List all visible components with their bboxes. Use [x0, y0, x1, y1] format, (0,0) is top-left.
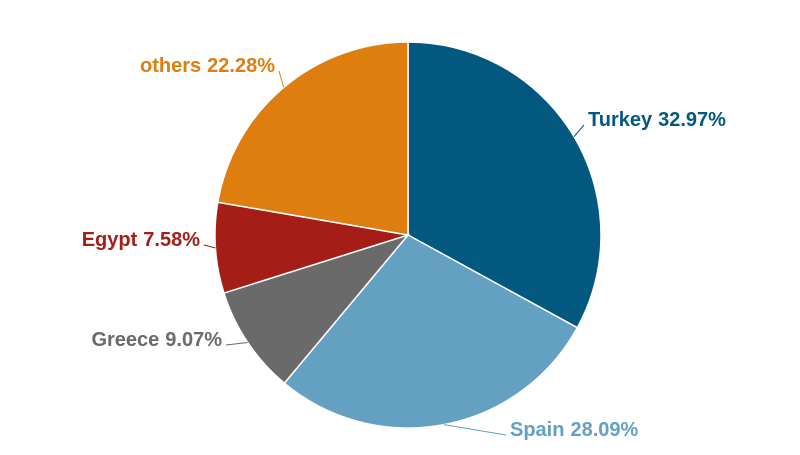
leader-line: [203, 244, 216, 249]
slice-label: Egypt 7.58%: [82, 229, 200, 251]
leader-line: [443, 424, 507, 436]
slice-label: others 22.28%: [140, 55, 275, 77]
slice-name: Greece: [91, 329, 159, 351]
slice-value: 28.09%: [570, 419, 638, 441]
slice-label: Spain 28.09%: [510, 419, 639, 441]
pie-slice: [216, 41, 409, 236]
slice-label: Turkey 32.97%: [588, 109, 726, 131]
slice-name: Egypt: [82, 229, 138, 251]
slice-name: Spain: [510, 419, 564, 441]
slice-name: others: [140, 55, 201, 77]
slice-value: 9.07%: [165, 329, 222, 351]
pie-slice: [407, 41, 602, 329]
leader-line: [573, 124, 585, 137]
slice-name: Turkey: [588, 109, 653, 131]
slice-value: 7.58%: [143, 229, 200, 251]
leader-line: [225, 341, 248, 346]
leader-line: [278, 70, 285, 88]
slice-value: 32.97%: [658, 109, 726, 131]
slice-label: Greece 9.07%: [91, 329, 222, 351]
slice-value: 22.28%: [207, 55, 275, 77]
